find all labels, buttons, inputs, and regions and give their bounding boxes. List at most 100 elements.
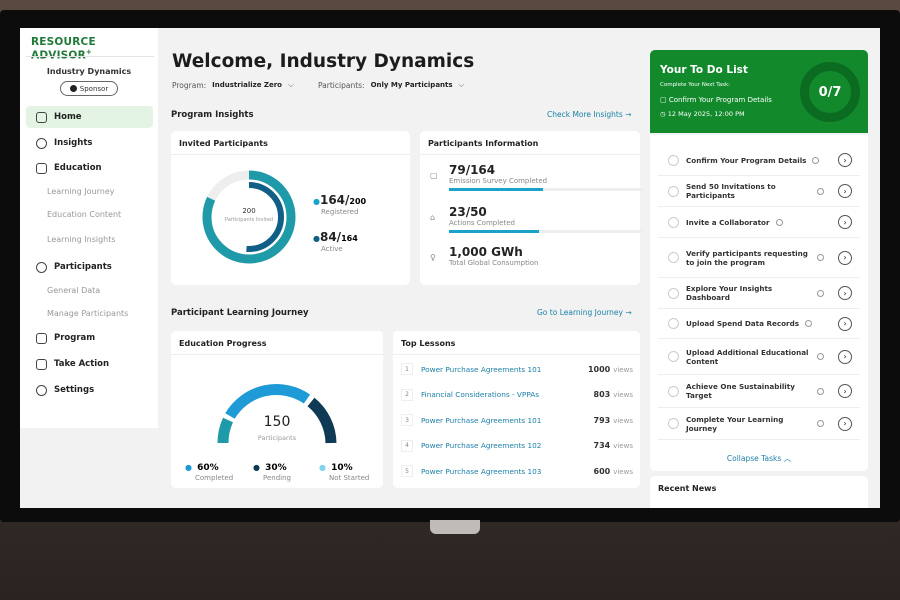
card-title: Top Lessons [393,331,640,355]
collapse-label: Collapse Tasks [726,454,782,463]
help-icon[interactable] [817,420,824,427]
registered-arc [202,170,296,264]
sidebar-item-home[interactable]: Home [26,106,153,128]
todo-task[interactable]: Confirm Your Program Details › [658,145,860,176]
active-value: 84/ [319,230,342,244]
lesson-row[interactable]: 4 Power Purchase Agreements 102 734 views [401,436,633,456]
participants-label: Participants: [318,80,365,90]
task-checkbox[interactable] [668,154,679,166]
views-label: views [613,442,633,450]
active-stat: ●84/164 Active [313,230,358,253]
info-value: 23/50 [449,205,487,219]
sidebar-item-manage-participants[interactable]: Manage Participants [47,309,129,318]
lesson-title-link[interactable]: Power Purchase Agreements 101 [421,364,542,374]
task-checkbox[interactable] [668,385,679,397]
views-label: views [613,467,633,476]
section-title: Program Insights [171,110,254,120]
program-label: Program: [172,80,207,90]
task-checkbox[interactable] [668,216,679,228]
help-icon[interactable] [817,254,824,261]
help-icon[interactable] [817,353,824,360]
chevron-right-icon[interactable]: › [838,384,852,398]
task-label: Explore Your Insights Dashboard [686,284,773,302]
card-title: Education Progress [171,331,383,355]
chevron-right-icon[interactable]: › [838,316,852,331]
chevron-right-icon[interactable]: › [838,215,852,229]
lesson-title-link[interactable]: Power Purchase Agreements 101 [421,415,542,425]
lesson-views: 803 views [594,390,633,399]
todo-list: Confirm Your Program Details › Send 50 Inv… [650,135,868,471]
task-label: Achieve One Sustainability Target [686,382,795,400]
sidebar-item-program[interactable]: Program [26,327,153,349]
arrow-right-icon: → [625,308,632,317]
donut-center-label: Participants Invited [224,217,274,223]
todo-task[interactable]: Upload Spend Data Records › [658,309,860,339]
todo-task[interactable]: Upload Additional Educational Content › [658,339,860,375]
chevron-right-icon[interactable]: › [838,349,852,364]
program-select[interactable]: Program: Industrialize Zero ⌵ [172,80,294,90]
help-icon[interactable] [812,156,820,164]
actions-icon: ⌂ [430,213,436,222]
task-checkbox[interactable] [668,418,679,429]
program-value: Industrialize Zero [212,81,282,89]
sidebar-item-insights[interactable]: Insights [26,132,153,154]
todo-task[interactable]: Complete Your Learning Journey › [658,408,860,440]
lesson-title-link[interactable]: Financial Considerations - VPPAs [421,390,540,399]
lightbulb-icon: ♀ [430,253,436,262]
task-checkbox[interactable] [668,318,679,329]
chevron-right-icon[interactable]: › [838,416,852,431]
todo-progress-text: 0/7 [818,84,842,100]
participants-select[interactable]: Participants: Only My Participants ⌵ [318,80,464,90]
sidebar-item-take-action[interactable]: Take Action [26,353,153,375]
lesson-row[interactable]: 1 Power Purchase Agreements 101 1000 views [401,359,633,379]
next-task[interactable]: ▢ Confirm Your Program Details [660,96,772,104]
lesson-title-link[interactable]: Power Purchase Agreements 103 [421,466,542,476]
sidebar-item-settings[interactable]: Settings [26,379,153,401]
chevron-right-icon[interactable]: › [838,250,852,265]
sidebar-item-general-data[interactable]: General Data [47,286,101,295]
todo-task[interactable]: Invite a Collaborator › [658,207,860,238]
sidebar-item-learning-journey[interactable]: Learning Journey [47,187,115,196]
participants-value: Only My Participants [370,81,453,89]
list-icon [36,332,47,344]
help-icon[interactable] [817,187,824,195]
chevron-down-icon: ⌵ [458,80,465,89]
task-checkbox[interactable] [668,252,679,263]
check-more-insights-link[interactable]: Check More Insights → [547,110,631,119]
collapse-tasks-button[interactable]: Collapse Tasks ︿ [650,453,868,464]
views-count: 1000 [587,364,611,374]
todo-task[interactable]: Explore Your Insights Dashboard › [658,278,860,309]
lesson-row[interactable]: 3 Power Purchase Agreements 101 793 views [401,410,633,430]
help-icon[interactable] [817,289,824,297]
info-item: 23/50 Actions Completed [449,205,644,233]
help-icon[interactable] [805,320,813,327]
sidebar-item-participants[interactable]: Participants [26,256,153,278]
task-checkbox[interactable] [668,351,679,362]
sidebar-item-education[interactable]: Education [26,157,153,179]
help-icon[interactable] [775,218,783,226]
todo-task[interactable]: Send 50 Invitations to Participants › [658,176,860,207]
chevron-right-icon[interactable]: › [838,286,852,300]
help-icon[interactable] [817,387,824,395]
legend-pct: 30% [265,463,287,473]
chevron-right-icon[interactable]: › [838,184,852,198]
task-checkbox[interactable] [668,185,679,197]
invited-participants-card: Invited Participants 200 Participants In… [171,131,410,285]
lesson-row[interactable]: 2 Financial Considerations - VPPAs 803 view… [401,385,633,405]
link-text: Check More Insights [547,110,623,119]
lesson-row[interactable]: 5 Power Purchase Agreements 103 600 views [401,461,633,481]
task-checkbox[interactable] [668,287,679,299]
lesson-title-link[interactable]: Power Purchase Agreements 102 [421,441,542,450]
home-icon [36,111,47,123]
info-label: Actions Completed [449,219,515,227]
chevron-right-icon[interactable]: › [838,153,852,167]
todo-task[interactable]: Verify participants requesting to join t… [658,238,860,278]
registered-label: Registered [321,208,359,216]
sidebar-item-learning-insights[interactable]: Learning Insights [47,235,116,244]
legend-completed: ● 60% Completed [185,463,234,482]
go-to-learning-journey-link[interactable]: Go to Learning Journey → [537,308,632,317]
participants-info-card: Participants Information ▢ 79/164 Emissio… [420,131,644,285]
logo[interactable]: RESOURCE ADVISOR+ [31,36,158,62]
sidebar-item-education-content[interactable]: Education Content [47,210,122,219]
todo-task[interactable]: Achieve One Sustainability Target › [658,375,860,408]
